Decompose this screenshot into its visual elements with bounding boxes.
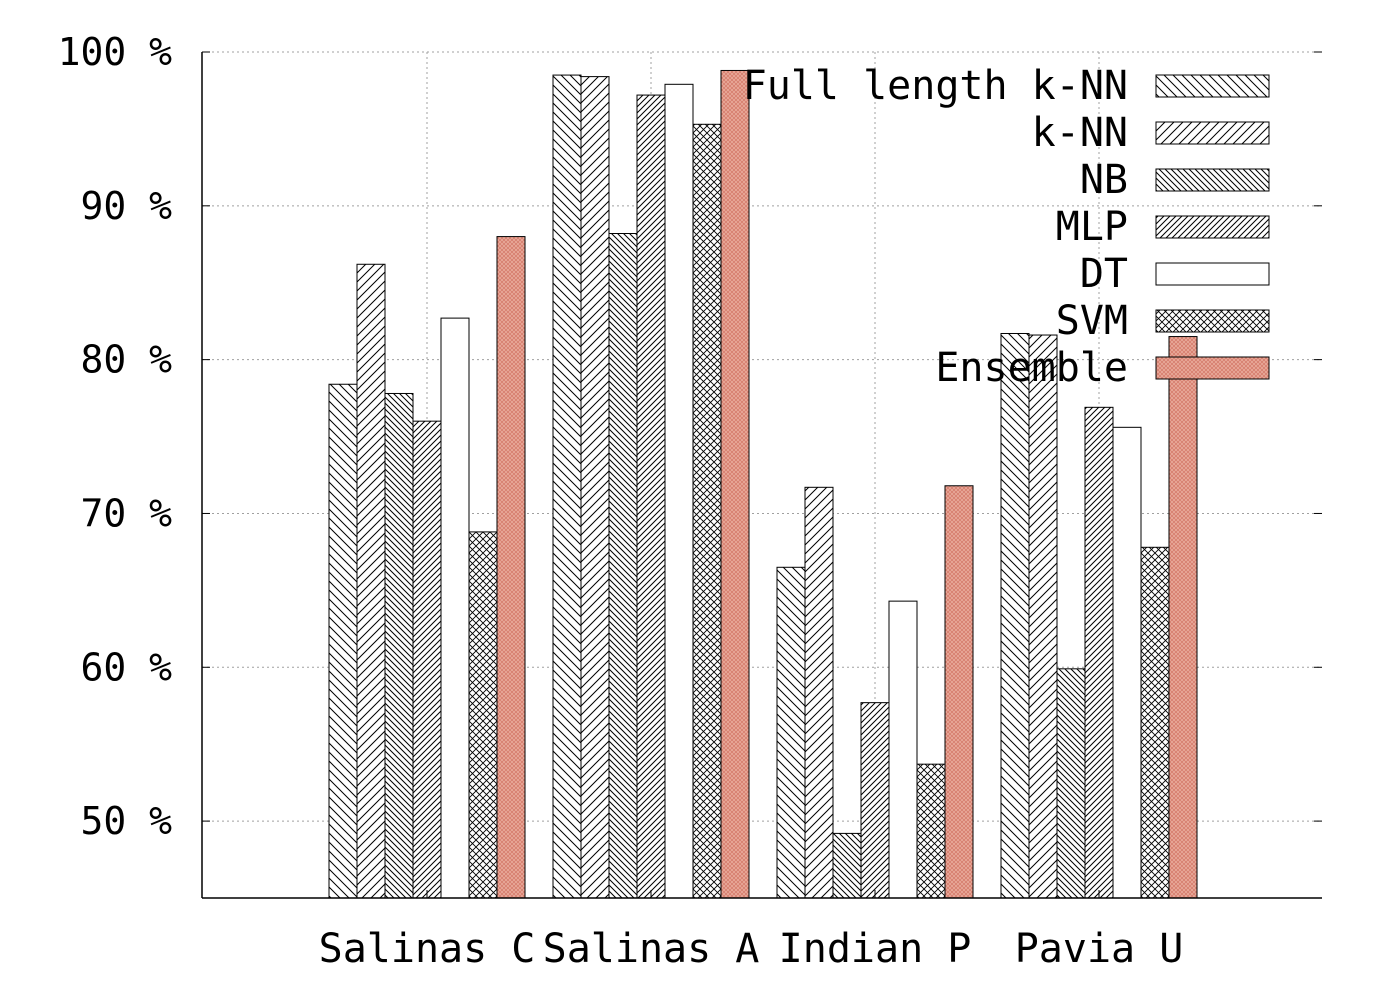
- bar-5-3: [1140, 546, 1170, 899]
- category-label-0: Salinas C: [319, 926, 536, 972]
- bars: [328, 69, 1198, 899]
- legend-label-0: Full length k-NN: [743, 63, 1128, 109]
- legend-label-2: NB: [1080, 157, 1128, 203]
- bar-2-2: [832, 832, 862, 899]
- bar-0-2: [776, 566, 806, 899]
- bar-3-3: [1084, 406, 1114, 899]
- bar-4-0: [440, 317, 470, 899]
- bar-5-2: [916, 763, 946, 899]
- y-tick-labels: 50 % 60 % 70 % 80 % 90 % 100 %: [58, 30, 173, 843]
- y-tick-label-2: 70 %: [80, 491, 172, 535]
- legend-item-6: Ensemble: [935, 345, 1270, 391]
- y-tick-label-0: 50 %: [80, 799, 172, 843]
- legend-item-5: SVM: [1056, 298, 1270, 344]
- bar-3-0: [412, 420, 442, 899]
- bar-5-0: [468, 531, 498, 899]
- bar-4-3: [1112, 426, 1142, 899]
- bar-0-1: [552, 74, 582, 899]
- axes: [201, 51, 1322, 899]
- category-label-3: Pavia U: [1015, 926, 1184, 972]
- legend-label-4: DT: [1080, 251, 1128, 297]
- bar-5-1: [692, 123, 722, 899]
- y-tick-label-3: 80 %: [80, 338, 172, 382]
- legend-label-6: Ensemble: [935, 345, 1128, 391]
- bar-0-3: [1000, 332, 1030, 899]
- bar-6-3: [1168, 336, 1198, 899]
- legend-label-3: MLP: [1056, 204, 1128, 250]
- legend-swatch-4: [1155, 262, 1270, 286]
- y-tick-label-4: 90 %: [80, 184, 172, 228]
- legend-item-1: k-NN: [1032, 110, 1270, 156]
- bar-2-1: [608, 233, 638, 899]
- y-tick-label-1: 60 %: [80, 645, 172, 689]
- legend-swatch-5: [1155, 309, 1270, 333]
- bar-1-2: [804, 486, 834, 899]
- bar-6-0: [496, 236, 526, 899]
- legend-item-4: DT: [1080, 251, 1270, 297]
- bar-4-1: [664, 83, 694, 899]
- bar-1-0: [356, 263, 386, 899]
- bar-3-2: [860, 702, 890, 899]
- legend-item-3: MLP: [1056, 204, 1270, 250]
- legend-label-1: k-NN: [1032, 110, 1128, 156]
- legend-label-5: SVM: [1056, 298, 1128, 344]
- bar-2-3: [1056, 668, 1086, 899]
- bar-2-0: [384, 392, 414, 899]
- legend-swatch-1: [1155, 121, 1270, 145]
- legend-swatch-6: [1155, 356, 1270, 380]
- bar-6-1: [720, 69, 750, 899]
- legend-swatch-0: [1155, 74, 1270, 98]
- bar-6-2: [944, 485, 974, 899]
- legend-swatch-2: [1155, 168, 1270, 192]
- bar-3-1: [636, 94, 666, 899]
- legend-swatch-3: [1155, 215, 1270, 239]
- category-label-2: Indian P: [779, 926, 972, 972]
- category-label-1: Salinas A: [543, 926, 760, 972]
- legend-item-2: NB: [1080, 157, 1270, 203]
- bar-0-0: [328, 383, 358, 899]
- bar-1-1: [580, 76, 610, 899]
- category-labels: Salinas C Salinas A Indian P Pavia U: [319, 926, 1184, 972]
- bar-4-2: [888, 600, 918, 899]
- y-tick-label-5: 100 %: [58, 30, 173, 74]
- bar-1-3: [1028, 334, 1058, 899]
- legend-item-0: Full length k-NN: [743, 63, 1270, 109]
